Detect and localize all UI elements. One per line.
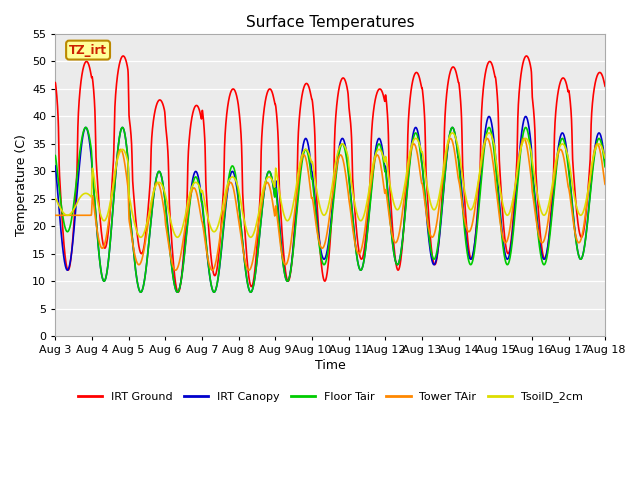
Title: Surface Temperatures: Surface Temperatures — [246, 15, 415, 30]
X-axis label: Time: Time — [315, 360, 346, 372]
Text: TZ_irt: TZ_irt — [69, 44, 107, 57]
Y-axis label: Temperature (C): Temperature (C) — [15, 134, 28, 236]
Legend: IRT Ground, IRT Canopy, Floor Tair, Tower TAir, TsoilD_2cm: IRT Ground, IRT Canopy, Floor Tair, Towe… — [74, 387, 587, 407]
